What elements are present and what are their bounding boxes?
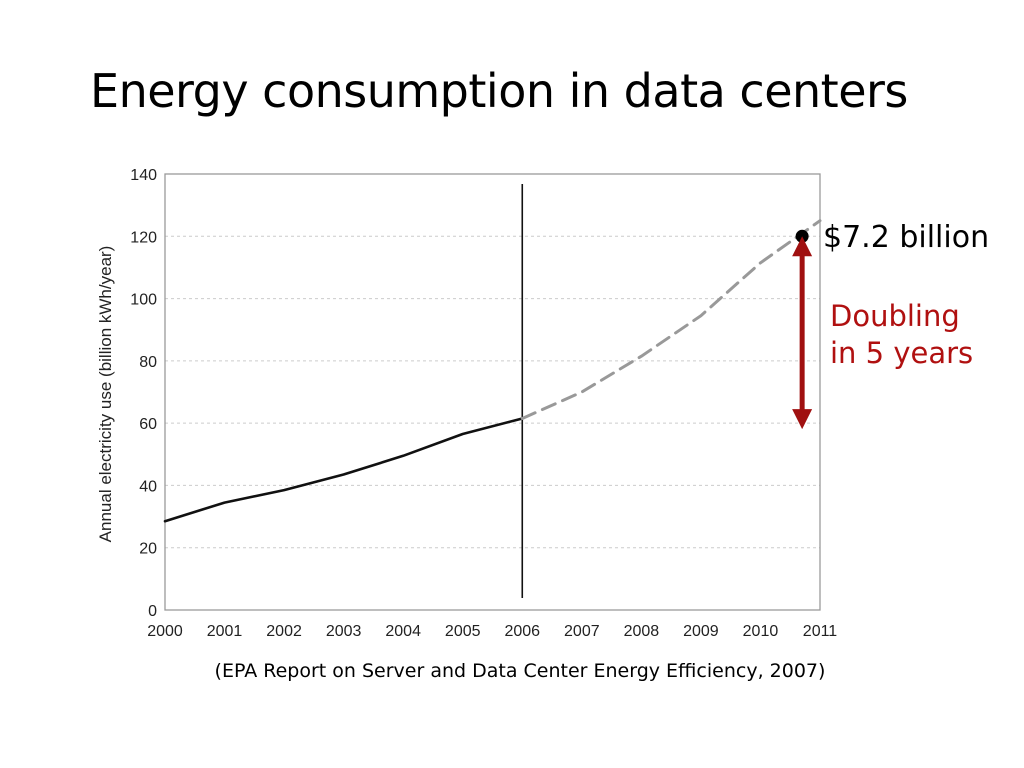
y-tick-label: 60 <box>139 416 157 433</box>
cost-annotation: $7.2 billion <box>823 220 990 255</box>
doubling-line-2: in 5 years <box>830 336 974 370</box>
slide-title: Energy consumption in data centers <box>90 64 908 118</box>
doubling-line-1: Doubling <box>830 299 960 333</box>
x-tick-label: 2008 <box>624 623 660 640</box>
x-tick-label: 2004 <box>385 623 421 640</box>
series-line-historical <box>163 417 524 523</box>
source-citation: (EPA Report on Server and Data Center En… <box>214 660 826 682</box>
x-tick-label: 2007 <box>564 623 600 640</box>
plot-frame <box>164 173 821 611</box>
y-tick-label: 120 <box>130 229 157 246</box>
x-tick-label: 2006 <box>504 623 540 640</box>
x-tick-label: 2001 <box>207 623 243 640</box>
y-tick-label: 100 <box>130 292 157 309</box>
doubling-annotation: Doubling in 5 years <box>830 298 973 372</box>
x-tick-label: 2009 <box>683 623 719 640</box>
x-tick-label: 2011 <box>803 623 838 640</box>
x-tick-label: 2003 <box>326 623 362 640</box>
x-tick-label: 2000 <box>147 623 183 640</box>
x-tick-label: 2002 <box>266 623 302 640</box>
y-tick-label: 0 <box>148 603 157 620</box>
y-tick-label: 140 <box>130 167 157 184</box>
y-axis-label: Annual electricity use (billion kWh/year… <box>96 246 115 543</box>
series-line-projected <box>520 219 822 420</box>
y-tick-label: 40 <box>139 478 157 495</box>
highlight-point <box>795 229 809 243</box>
y-tick-label: 20 <box>139 541 157 558</box>
x-tick-label: 2005 <box>445 623 481 640</box>
x-tick-label: 2010 <box>743 623 779 640</box>
y-tick-label: 80 <box>139 354 157 371</box>
